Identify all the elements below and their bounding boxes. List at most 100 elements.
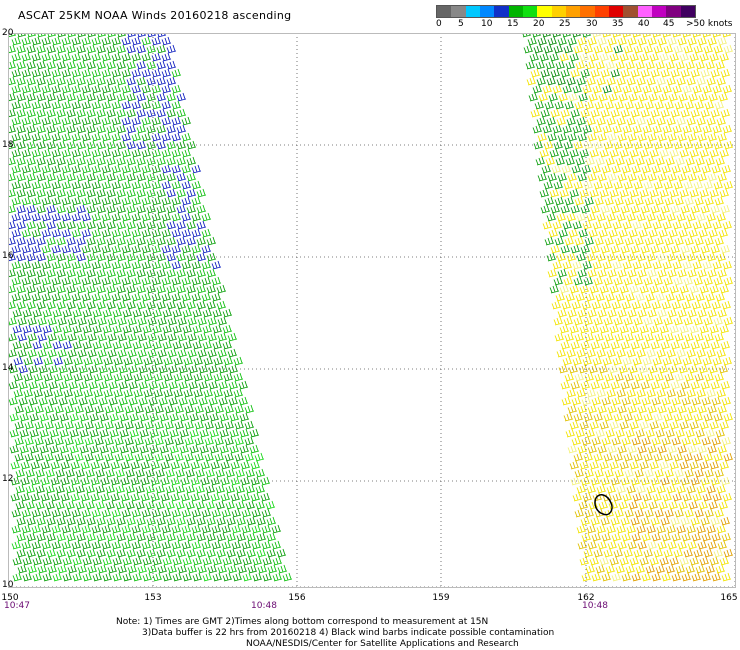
wind-barb xyxy=(188,364,199,374)
wind-barb xyxy=(702,356,713,366)
wind-barb xyxy=(612,84,623,94)
wind-barb xyxy=(161,196,172,206)
wind-barb xyxy=(712,84,723,94)
wind-barb xyxy=(126,532,137,542)
wind-barb xyxy=(99,428,110,438)
wind-barb xyxy=(46,532,57,542)
wind-barb xyxy=(213,372,224,382)
wind-barb xyxy=(146,220,157,230)
wind-barb xyxy=(101,524,112,534)
wind-barb xyxy=(563,412,574,422)
wind-barb xyxy=(718,500,729,510)
wind-barb xyxy=(610,204,621,214)
wind-barb xyxy=(709,556,720,566)
wind-barb xyxy=(26,156,37,166)
wind-barb xyxy=(582,492,593,502)
wind-barb xyxy=(661,436,672,446)
wind-barb xyxy=(176,284,187,294)
wind-barb xyxy=(646,524,657,534)
wind-barb xyxy=(151,100,162,110)
wind-barb xyxy=(16,172,27,182)
wind-barb xyxy=(577,540,588,550)
wind-barb xyxy=(127,316,138,326)
wind-barb xyxy=(714,468,725,478)
wind-barb xyxy=(56,236,67,246)
wind-barb xyxy=(123,356,134,366)
wind-barb xyxy=(577,172,588,182)
wind-barb xyxy=(606,484,617,494)
wind-barb xyxy=(164,404,175,414)
wind-barb xyxy=(667,404,678,414)
wind-barb xyxy=(700,476,711,486)
wind-barb xyxy=(182,556,193,566)
wind-barb xyxy=(643,316,654,326)
wind-barb xyxy=(630,380,641,390)
wind-barb xyxy=(630,204,641,214)
wind-barb xyxy=(67,348,78,358)
wind-barb xyxy=(266,548,277,558)
wind-barb xyxy=(166,204,177,214)
wind-barb xyxy=(206,532,217,542)
wind-barb xyxy=(607,268,618,278)
wind-barb xyxy=(567,444,578,454)
wind-barb xyxy=(588,500,599,510)
wind-barb xyxy=(161,164,172,174)
wind-barb xyxy=(51,116,62,126)
wind-barb xyxy=(141,116,152,126)
wind-barb xyxy=(684,468,695,478)
wind-barb xyxy=(35,484,46,494)
wind-barb xyxy=(136,44,147,54)
wind-barb xyxy=(88,380,99,390)
wind-barb xyxy=(100,492,111,502)
wind-barb xyxy=(191,508,202,518)
wind-barb xyxy=(703,180,714,190)
wind-barb xyxy=(171,180,182,190)
wind-barb xyxy=(665,428,676,438)
wind-barb xyxy=(119,428,130,438)
wind-barb xyxy=(24,420,35,430)
wind-barb xyxy=(687,308,698,318)
wind-barb xyxy=(136,60,147,70)
wind-barb xyxy=(111,84,122,94)
wind-barb xyxy=(185,484,196,494)
wind-barb xyxy=(171,212,182,222)
wind-barb xyxy=(681,164,692,174)
wind-barb xyxy=(84,436,95,446)
wind-barb xyxy=(46,300,57,310)
wind-barb xyxy=(11,540,22,550)
wind-barb xyxy=(596,252,607,262)
wind-barb xyxy=(169,444,180,454)
wind-barb xyxy=(557,36,568,46)
wind-barb xyxy=(589,52,600,62)
wind-barb xyxy=(690,108,701,118)
wind-barb xyxy=(73,372,84,382)
wind-barb xyxy=(700,380,711,390)
wind-barb xyxy=(244,436,255,446)
wind-barb xyxy=(588,364,599,374)
wind-map[interactable] xyxy=(8,33,736,588)
wind-barb xyxy=(48,380,59,390)
wind-barb xyxy=(701,532,712,542)
wind-barb xyxy=(676,76,687,86)
wind-barb xyxy=(197,348,208,358)
wind-barb xyxy=(96,188,107,198)
wind-barb xyxy=(86,300,97,310)
wind-barb xyxy=(190,460,201,470)
wind-barb xyxy=(96,252,107,262)
wind-barb xyxy=(111,148,122,158)
wind-barb xyxy=(720,244,731,254)
wind-barb xyxy=(76,108,87,118)
wind-barb xyxy=(90,476,101,486)
wind-barb xyxy=(690,380,701,390)
wind-barb xyxy=(646,252,657,262)
wind-barb xyxy=(24,436,35,446)
wind-barb xyxy=(622,124,633,134)
wind-barb xyxy=(673,44,684,54)
wind-barb xyxy=(86,236,97,246)
wind-barb xyxy=(77,348,88,358)
wind-barb xyxy=(649,284,660,294)
wind-barb xyxy=(216,532,227,542)
wind-barb xyxy=(573,412,584,422)
wind-barb xyxy=(215,500,226,510)
wind-barb xyxy=(584,196,595,206)
